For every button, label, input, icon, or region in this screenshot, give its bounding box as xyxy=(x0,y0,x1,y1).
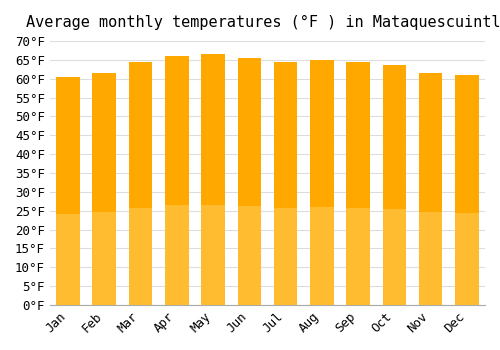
Bar xyxy=(382,65,406,305)
Bar xyxy=(92,73,116,305)
Bar xyxy=(202,54,225,305)
Bar xyxy=(382,209,406,305)
Bar xyxy=(165,205,188,305)
Bar xyxy=(56,77,80,305)
Bar xyxy=(419,212,442,305)
Bar xyxy=(346,208,370,305)
Bar xyxy=(455,213,478,305)
Bar xyxy=(455,75,478,305)
Bar xyxy=(92,212,116,305)
Bar xyxy=(238,58,261,305)
Title: Average monthly temperatures (°F ) in Mataquescuintla: Average monthly temperatures (°F ) in Ma… xyxy=(26,15,500,30)
Bar xyxy=(274,62,297,305)
Bar xyxy=(128,208,152,305)
Bar xyxy=(238,206,261,305)
Bar xyxy=(128,62,152,305)
Bar xyxy=(419,73,442,305)
Bar xyxy=(310,60,334,305)
Bar xyxy=(346,62,370,305)
Bar xyxy=(310,207,334,305)
Bar xyxy=(274,208,297,305)
Bar xyxy=(202,205,225,305)
Bar xyxy=(165,56,188,305)
Bar xyxy=(56,214,80,305)
